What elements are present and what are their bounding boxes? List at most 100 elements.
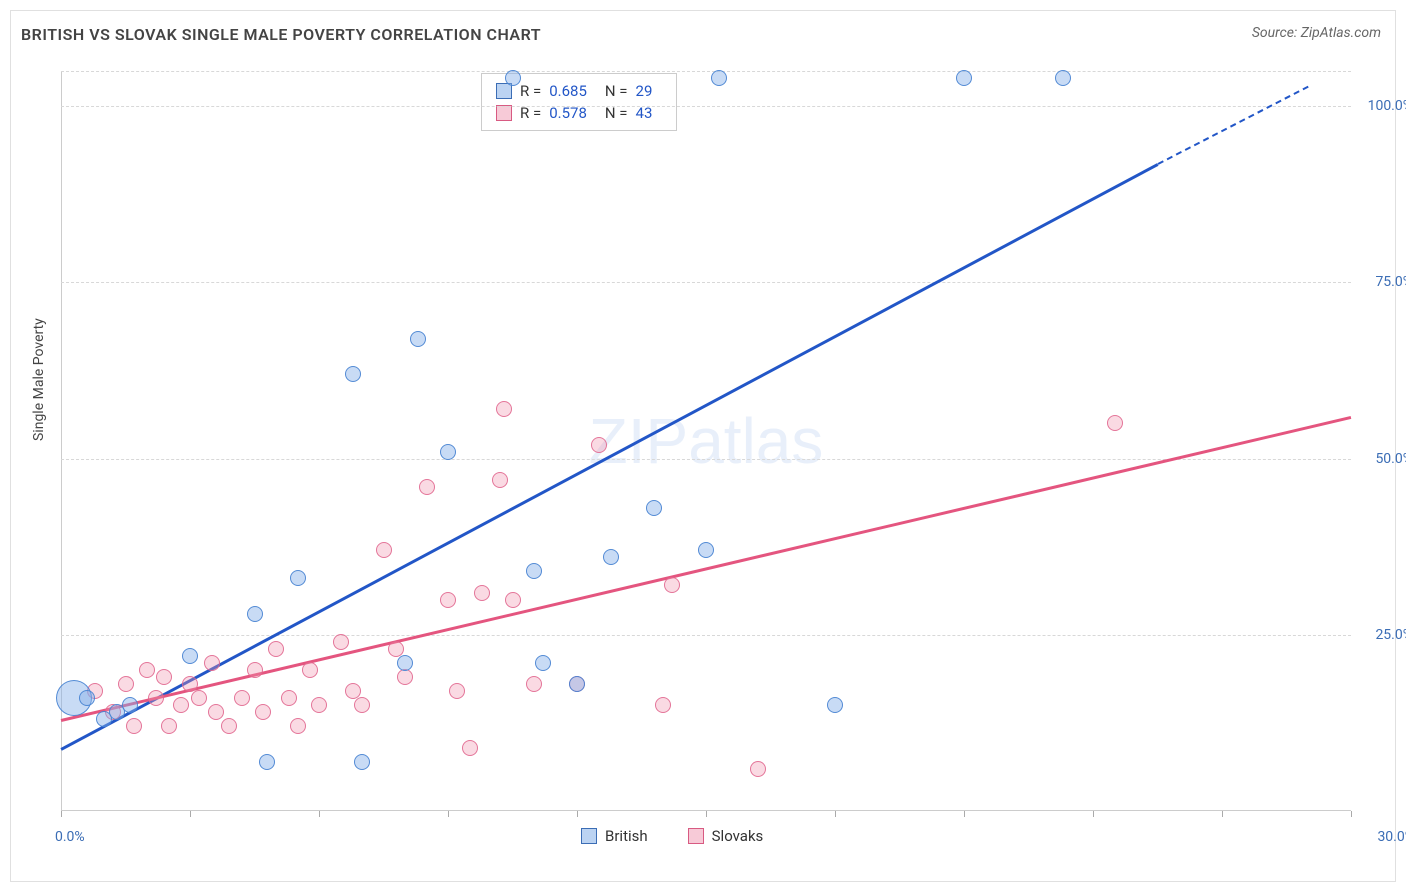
scatter-point: [827, 697, 843, 713]
scatter-point: [569, 676, 585, 692]
legend-item-slovak: Slovaks: [688, 827, 764, 845]
x-tick: [1222, 811, 1223, 817]
scatter-point: [148, 690, 164, 706]
scatter-point: [397, 669, 413, 685]
scatter-point: [182, 648, 198, 664]
scatter-point: [698, 542, 714, 558]
british-r-value: 0.685: [549, 82, 587, 100]
scatter-point: [268, 641, 284, 657]
scatter-point: [462, 740, 478, 756]
scatter-point: [191, 690, 207, 706]
plot-area: ZIPatlas R = 0.685 N = 29 R = 0.578 N = …: [61, 71, 1351, 811]
scatter-point: [247, 606, 263, 622]
x-tick: [964, 811, 965, 817]
scatter-point: [505, 592, 521, 608]
source-name: ZipAtlas.com: [1301, 25, 1381, 41]
grid-line: [61, 282, 1351, 283]
grid-line: [61, 635, 1351, 636]
scatter-point: [603, 549, 619, 565]
source-prefix: Source:: [1252, 25, 1301, 41]
x-max-label: 30.0%: [1377, 829, 1406, 845]
trend-line: [60, 163, 1158, 750]
trend-line: [1157, 85, 1308, 164]
x-tick: [1093, 811, 1094, 817]
scatter-point: [419, 479, 435, 495]
legend-british-label: British: [605, 827, 648, 845]
scatter-point: [1055, 70, 1071, 86]
scatter-point: [505, 70, 521, 86]
scatter-point: [440, 444, 456, 460]
scatter-point: [591, 437, 607, 453]
grid-line: [61, 106, 1351, 107]
chart-title: BRITISH VS SLOVAK SINGLE MALE POVERTY CO…: [21, 25, 541, 44]
n-label: N =: [605, 82, 628, 100]
scatter-point: [496, 401, 512, 417]
scatter-point: [118, 676, 134, 692]
swatch-british-icon: [581, 828, 597, 844]
source-credit: Source: ZipAtlas.com: [1252, 25, 1381, 41]
scatter-point: [410, 331, 426, 347]
scatter-point: [161, 718, 177, 734]
scatter-point: [750, 761, 766, 777]
y-tick-label: 100.0%: [1368, 98, 1406, 114]
scatter-point: [126, 718, 142, 734]
x-tick: [448, 811, 449, 817]
scatter-point: [311, 697, 327, 713]
scatter-point: [173, 697, 189, 713]
watermark: ZIPatlas: [589, 404, 824, 478]
x-tick: [706, 811, 707, 817]
x-tick: [61, 811, 62, 817]
scatter-point: [333, 634, 349, 650]
scatter-point: [526, 563, 542, 579]
r-label: R =: [520, 82, 541, 100]
british-n-value: 29: [636, 82, 653, 100]
chart-container: BRITISH VS SLOVAK SINGLE MALE POVERTY CO…: [10, 10, 1396, 882]
x-min-label: 0.0%: [55, 829, 85, 845]
x-tick: [577, 811, 578, 817]
scatter-point: [290, 570, 306, 586]
scatter-point: [247, 662, 263, 678]
scatter-point: [492, 472, 508, 488]
scatter-point: [259, 754, 275, 770]
grid-line: [61, 459, 1351, 460]
scatter-point: [354, 697, 370, 713]
scatter-point: [646, 500, 662, 516]
y-axis-label: Single Male Poverty: [31, 318, 47, 441]
scatter-point: [376, 542, 392, 558]
y-tick-label: 50.0%: [1375, 451, 1406, 467]
scatter-point: [664, 577, 680, 593]
x-tick: [190, 811, 191, 817]
legend-item-british: British: [581, 827, 648, 845]
swatch-slovak-icon: [496, 105, 512, 121]
legend-slovak-label: Slovaks: [712, 827, 764, 845]
y-tick-label: 25.0%: [1375, 627, 1406, 643]
scatter-point: [221, 718, 237, 734]
x-tick: [835, 811, 836, 817]
scatter-point: [234, 690, 250, 706]
scatter-point: [354, 754, 370, 770]
scatter-point: [956, 70, 972, 86]
scatter-point: [397, 655, 413, 671]
scatter-point: [526, 676, 542, 692]
scatter-point: [302, 662, 318, 678]
scatter-point: [208, 704, 224, 720]
scatter-point: [122, 697, 138, 713]
scatter-point: [535, 655, 551, 671]
stats-row-british: R = 0.685 N = 29: [496, 80, 662, 102]
scatter-point: [156, 669, 172, 685]
scatter-point: [1107, 415, 1123, 431]
x-tick: [319, 811, 320, 817]
scatter-point: [290, 718, 306, 734]
scatter-point: [474, 585, 490, 601]
scatter-point: [281, 690, 297, 706]
scatter-point: [139, 662, 155, 678]
bottom-legend: British Slovaks: [581, 827, 763, 845]
grid-line: [61, 71, 1351, 72]
scatter-point: [440, 592, 456, 608]
scatter-point: [449, 683, 465, 699]
x-tick: [1351, 811, 1352, 817]
scatter-point: [711, 70, 727, 86]
scatter-point: [345, 366, 361, 382]
scatter-point: [79, 690, 95, 706]
swatch-slovak-icon: [688, 828, 704, 844]
